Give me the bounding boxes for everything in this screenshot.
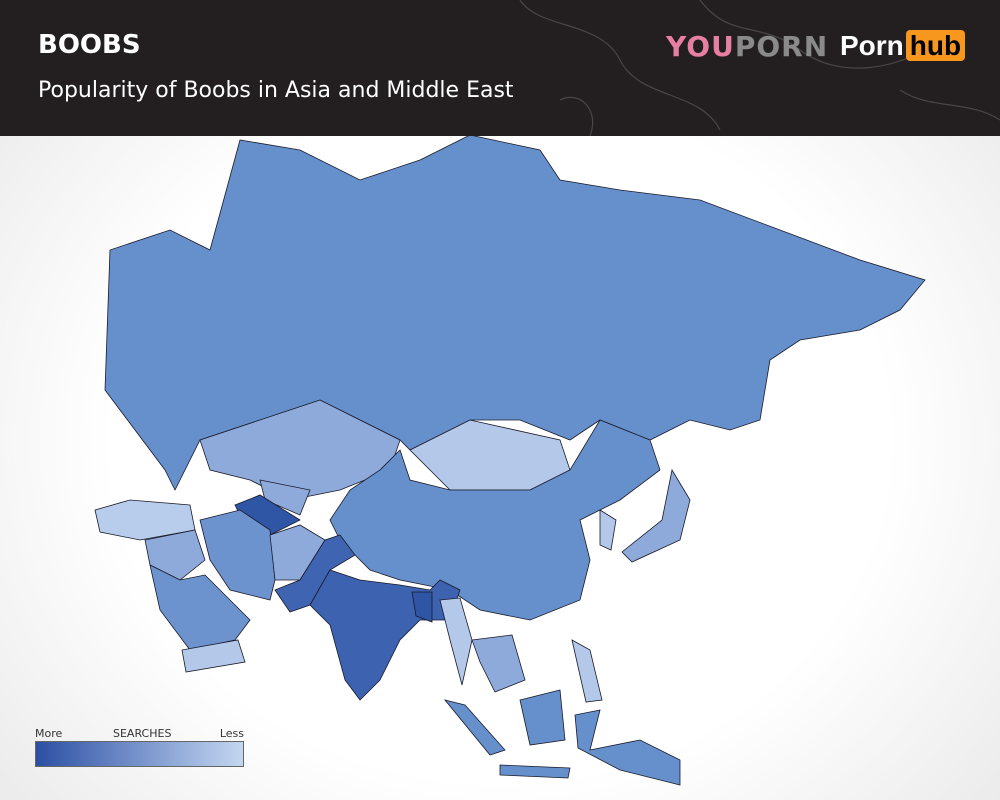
region-sulawesi-papua xyxy=(574,709,681,786)
page-title: BOOBS xyxy=(38,30,141,60)
region-iran xyxy=(199,509,276,601)
region-japan xyxy=(621,468,691,563)
legend-gradient-bar xyxy=(35,741,244,767)
header: BOOBS Popularity of Boobs in Asia and Mi… xyxy=(0,0,1000,136)
legend-less-label: Less xyxy=(219,727,244,740)
region-borneo xyxy=(519,689,566,746)
region-bangladesh xyxy=(411,591,433,623)
region-korea xyxy=(599,509,617,551)
region-myanmar xyxy=(439,597,473,686)
world-outline-decoration xyxy=(519,0,1000,136)
region-iraq-syria xyxy=(144,529,206,581)
region-philippines xyxy=(571,639,603,703)
region-kazakhstan xyxy=(199,399,401,501)
legend-title: SEARCHES xyxy=(113,727,172,740)
youporn-logo: YOUPORN xyxy=(666,30,829,63)
choropleth-map xyxy=(94,136,926,786)
region-pakistan xyxy=(274,534,356,613)
region-uzbekistan xyxy=(259,479,311,516)
region-sumatra xyxy=(443,699,506,756)
region-china xyxy=(329,419,661,621)
region-saudi-arabia xyxy=(149,564,251,651)
legend-more-label: More xyxy=(35,727,63,740)
region-russia xyxy=(104,136,926,491)
region-yemen xyxy=(181,639,246,673)
region-thailand-indochina xyxy=(471,634,526,693)
region-java xyxy=(499,764,571,779)
region-india xyxy=(309,569,461,701)
page-subtitle: Popularity of Boobs in Asia and Middle E… xyxy=(38,78,514,103)
pornhub-logo: Porn hub xyxy=(840,30,966,62)
